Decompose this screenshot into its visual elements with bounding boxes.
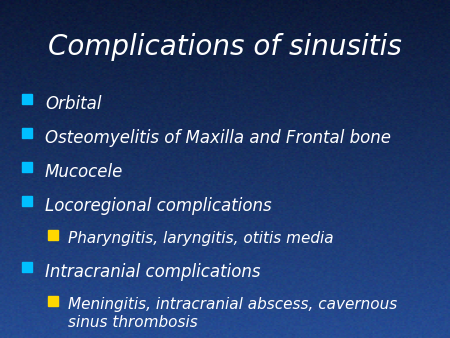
Text: Meningitis, intracranial abscess, cavernous
sinus thrombosis: Meningitis, intracranial abscess, cavern…: [68, 297, 397, 330]
FancyBboxPatch shape: [22, 162, 32, 172]
Text: Pharyngitis, laryngitis, otitis media: Pharyngitis, laryngitis, otitis media: [68, 231, 333, 246]
FancyBboxPatch shape: [22, 196, 32, 206]
FancyBboxPatch shape: [22, 262, 32, 272]
Text: Locoregional complications: Locoregional complications: [45, 197, 272, 215]
FancyBboxPatch shape: [22, 94, 32, 104]
FancyBboxPatch shape: [48, 296, 58, 306]
FancyBboxPatch shape: [22, 128, 32, 138]
Text: Osteomyelitis of Maxilla and Frontal bone: Osteomyelitis of Maxilla and Frontal bon…: [45, 129, 391, 147]
FancyBboxPatch shape: [48, 230, 58, 240]
Text: Mucocele: Mucocele: [45, 163, 123, 181]
Text: Orbital: Orbital: [45, 95, 102, 113]
Text: Complications of sinusitis: Complications of sinusitis: [48, 33, 402, 61]
Text: Intracranial complications: Intracranial complications: [45, 263, 261, 281]
